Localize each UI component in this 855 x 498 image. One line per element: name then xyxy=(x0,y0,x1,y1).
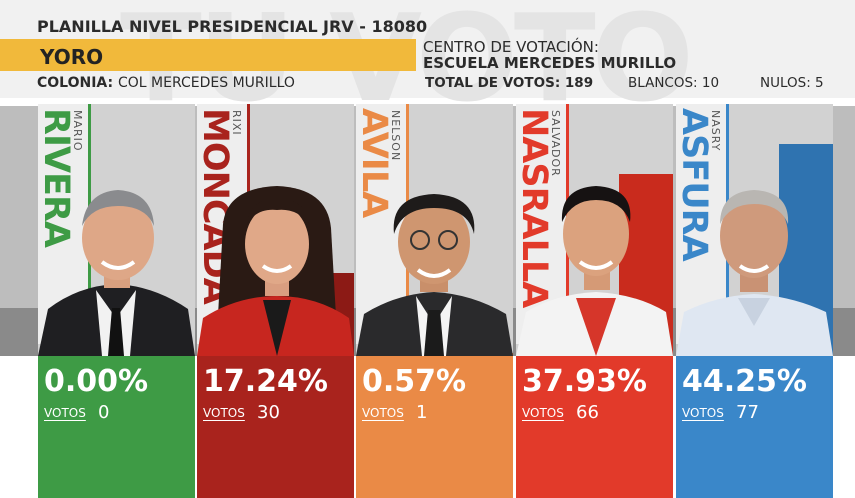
candidate-percent: 17.24% xyxy=(203,364,328,399)
votes-value: 0 xyxy=(98,402,110,423)
candidate-percent: 44.25% xyxy=(682,364,807,399)
colonia-value: COL MERCEDES MURILLO xyxy=(118,75,295,91)
voting-center-label: CENTRO DE VOTACIÓN: xyxy=(423,38,599,56)
candidate-card-moncada: MONCADA RIXI 17.24% VOTOS 30 xyxy=(197,104,354,498)
candidate-card-asfura: ASFURA NASRY 44.25% VOTOS 77 xyxy=(676,104,833,498)
candidate-percent: 0.00% xyxy=(44,364,149,399)
colonia-label: COLONIA: xyxy=(37,75,114,91)
votes-value: 30 xyxy=(257,402,280,423)
total-votes: TOTAL DE VOTOS: 189 xyxy=(425,75,594,91)
jrv-number: JRV - 18080 xyxy=(323,17,428,36)
department-bar xyxy=(0,39,416,71)
candidate-first-name: RIXI xyxy=(230,110,243,136)
candidate-portrait xyxy=(516,186,673,356)
result-panel: 44.25% VOTOS 77 xyxy=(676,356,833,498)
result-panel: 0.57% VOTOS 1 xyxy=(356,356,513,498)
result-panel: 37.93% VOTOS 66 xyxy=(516,356,673,498)
candidate-portrait xyxy=(676,190,833,356)
candidate-portrait xyxy=(38,190,195,356)
candidate-percent: 37.93% xyxy=(522,364,647,399)
votes-value: 66 xyxy=(576,402,599,423)
voting-center-name: ESCUELA MERCEDES MURILLO xyxy=(423,54,677,72)
ballot-title: PLANILLA NIVEL PRESIDENCIAL xyxy=(37,17,318,36)
votes-label: VOTOS xyxy=(203,406,245,420)
candidate-first-name: SALVADOR xyxy=(549,110,562,177)
candidate-card-avila: AVILA NELSON 0.57% VOTOS 1 xyxy=(356,104,513,498)
result-panel: 0.00% VOTOS 0 xyxy=(38,356,195,498)
votes-label: VOTOS xyxy=(44,406,86,420)
candidate-first-name: NELSON xyxy=(389,110,402,162)
candidate-percent: 0.57% xyxy=(362,364,467,399)
votes-label: VOTOS xyxy=(682,406,724,420)
department-name: YORO xyxy=(40,45,104,69)
result-panel: 17.24% VOTOS 30 xyxy=(197,356,354,498)
votes-label: VOTOS xyxy=(362,406,404,420)
candidate-last-name: AVILA xyxy=(356,108,394,218)
candidate-last-name: ASFURA xyxy=(676,108,714,261)
null-votes: NULOS: 5 xyxy=(760,75,824,91)
votes-value: 1 xyxy=(416,402,428,423)
candidate-last-name: RIVERA xyxy=(38,108,76,248)
votes-label: VOTOS xyxy=(522,406,564,420)
votes-value: 77 xyxy=(736,402,759,423)
candidate-card-rivera: RIVERA MARIO 0.00% VOTOS 0 xyxy=(38,104,195,498)
candidate-portrait xyxy=(197,186,354,356)
candidate-portrait xyxy=(356,194,513,356)
header-panel: TU VOTO PLANILLA NIVEL PRESIDENCIAL JRV … xyxy=(0,0,855,129)
candidate-first-name: NASRY xyxy=(709,110,722,152)
candidates-stage: RIVERA MARIO 0.00% VOTOS 0 MONCADA RIXI xyxy=(0,98,855,498)
candidate-first-name: MARIO xyxy=(71,110,84,152)
candidate-last-name: NASRALLA xyxy=(516,108,554,308)
candidate-card-nasralla: NASRALLA SALVADOR 37.93% VOTOS 66 xyxy=(516,104,673,498)
colonia: COLONIA: COL MERCEDES MURILLO xyxy=(37,75,295,91)
blank-votes: BLANCOS: 10 xyxy=(628,75,720,91)
